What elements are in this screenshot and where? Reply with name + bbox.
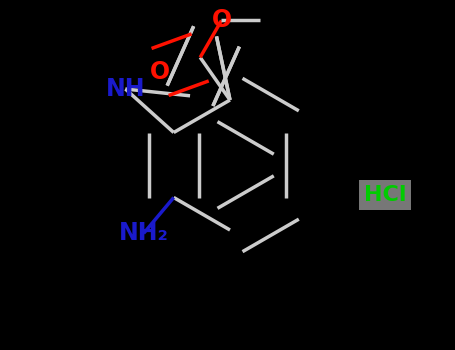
Text: NH: NH — [106, 77, 145, 101]
Text: HCl: HCl — [364, 185, 406, 205]
Text: NH₂: NH₂ — [119, 221, 168, 245]
FancyBboxPatch shape — [359, 180, 411, 210]
Text: O: O — [212, 8, 232, 33]
Text: O: O — [150, 60, 170, 84]
